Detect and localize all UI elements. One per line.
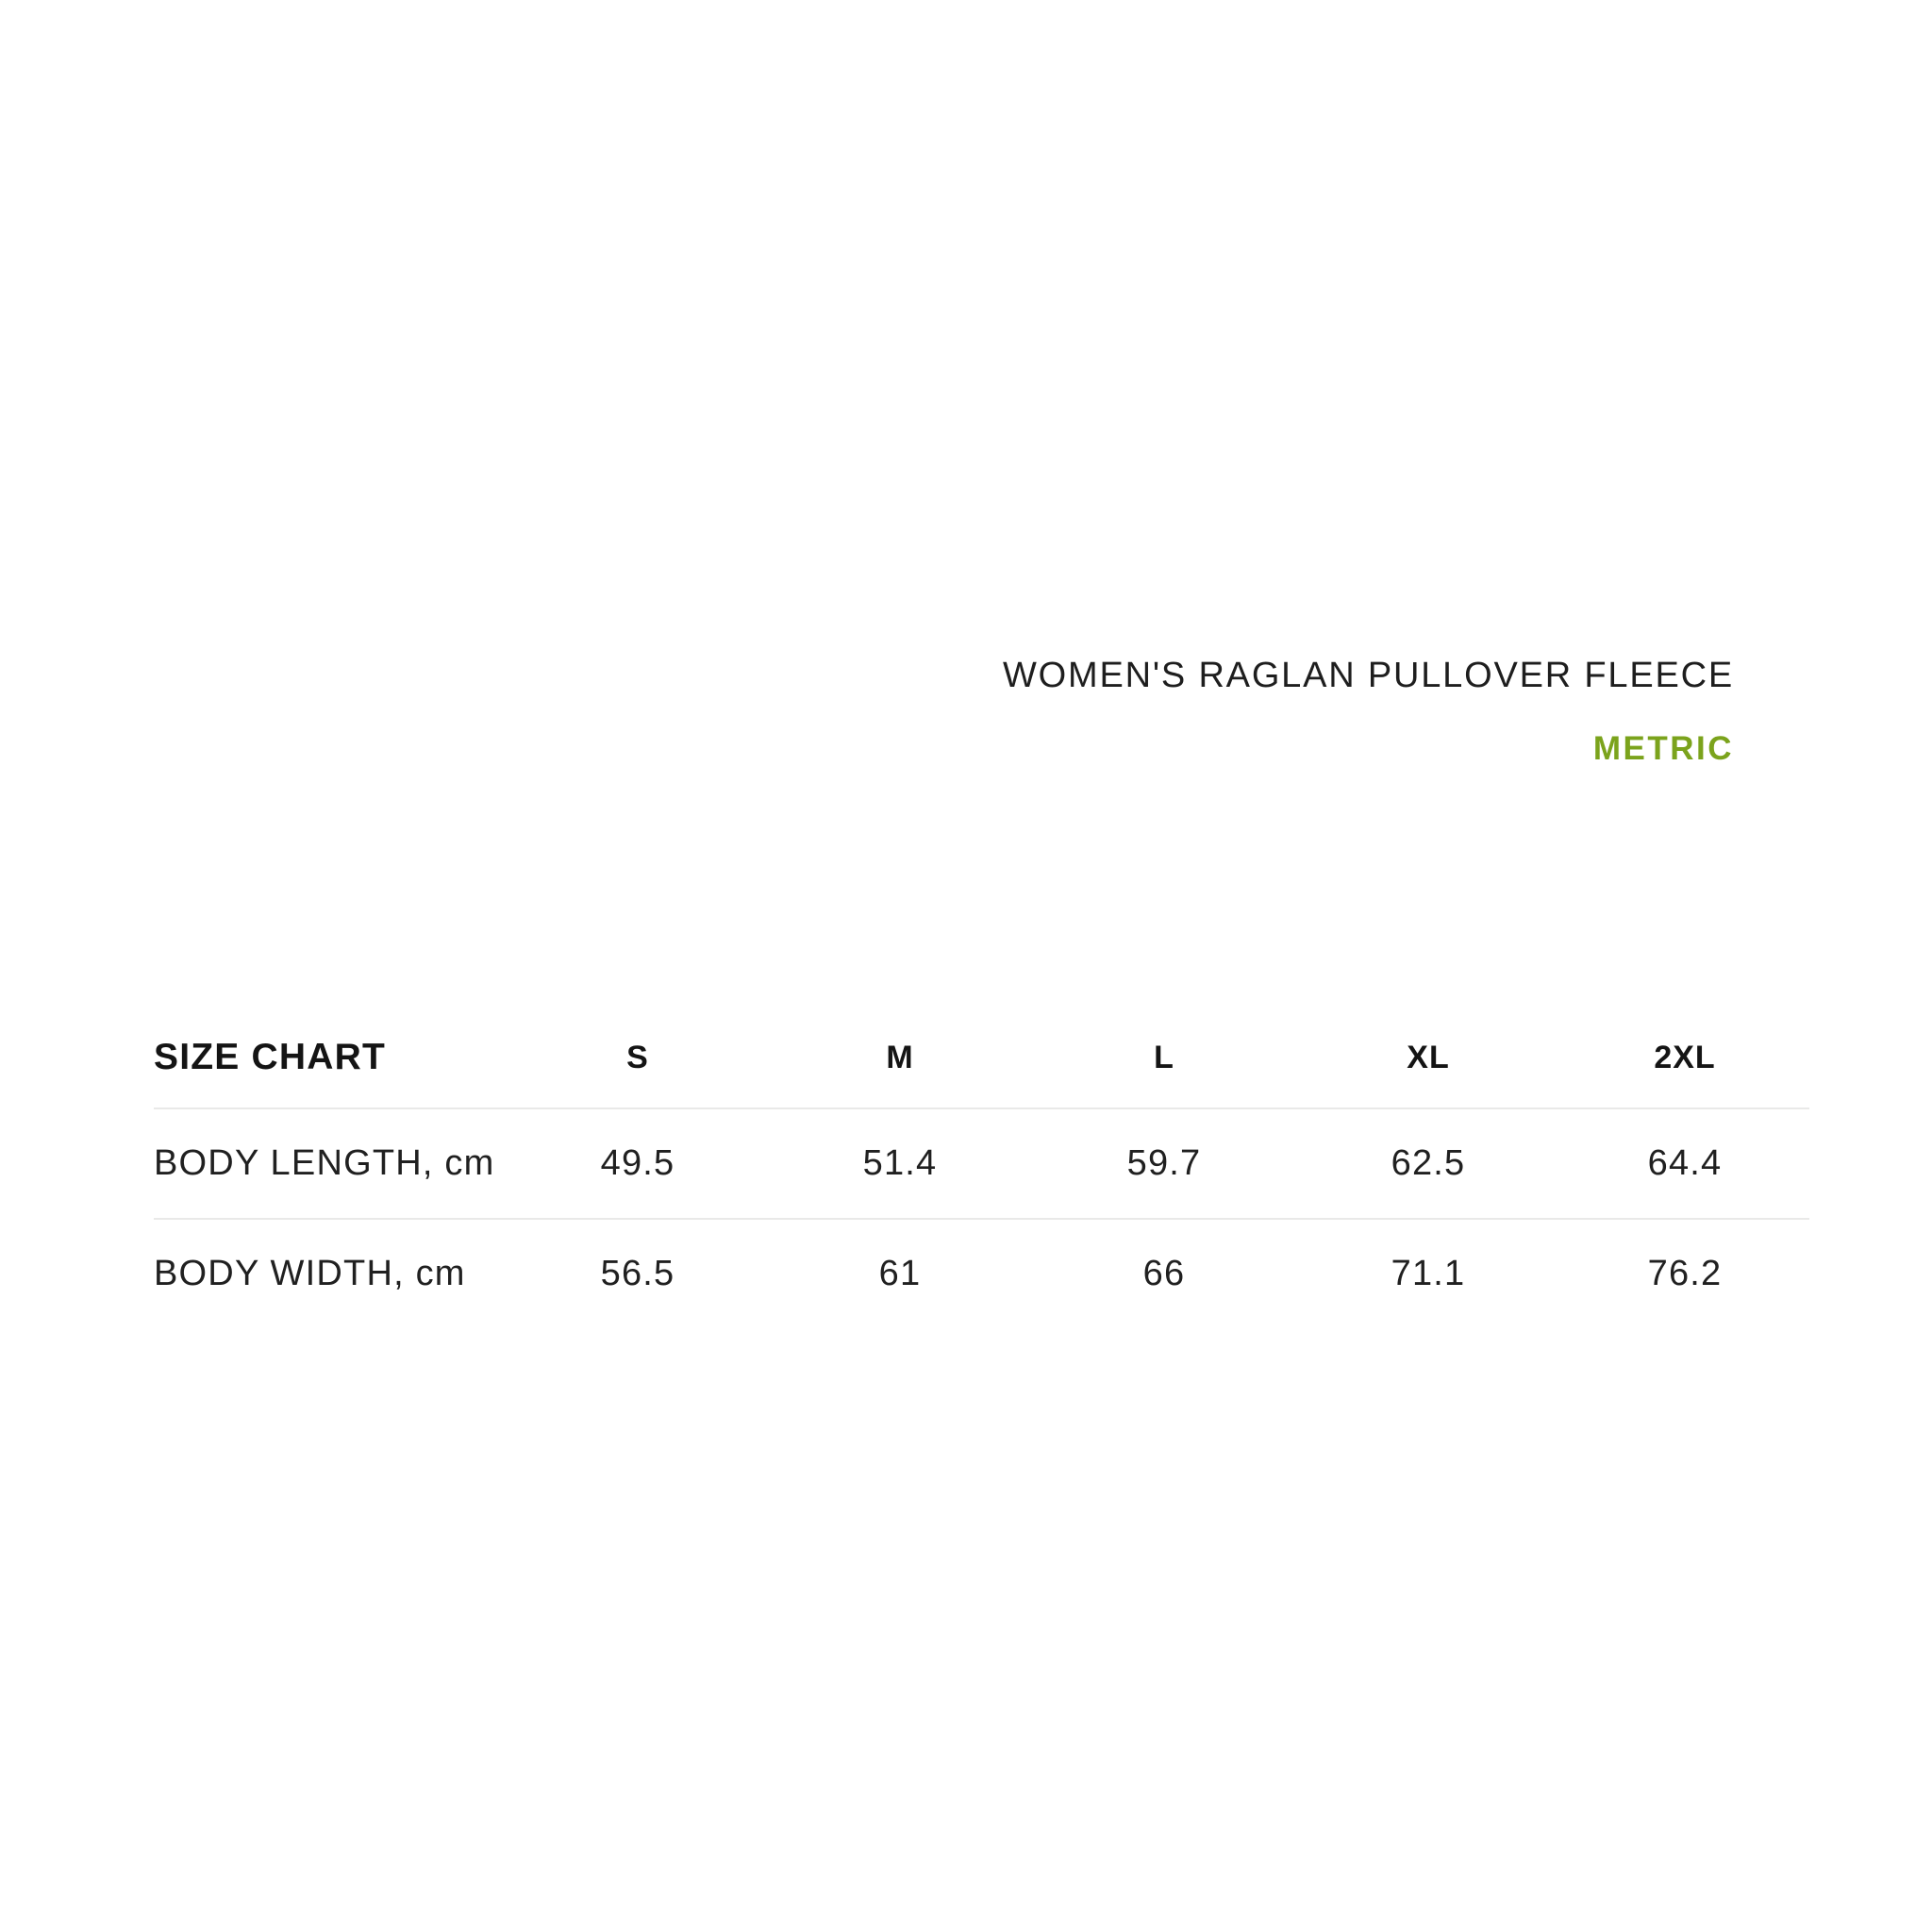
row-label-body-length: BODY LENGTH, cm	[154, 1108, 508, 1220]
size-header-l: L	[1032, 1008, 1296, 1109]
body-length-m: 51.4	[768, 1108, 1032, 1220]
table-row-body-length: BODY LENGTH, cm 49.5 51.4 59.7 62.5 64.4	[154, 1108, 1809, 1220]
product-title: WOMEN'S RAGLAN PULLOVER FLEECE	[1003, 656, 1734, 695]
size-header-s: S	[508, 1008, 768, 1109]
body-length-xl: 62.5	[1296, 1108, 1560, 1220]
body-length-2xl: 64.4	[1560, 1108, 1809, 1220]
body-width-2xl: 76.2	[1647, 1254, 1723, 1293]
body-width-m: 61	[878, 1254, 922, 1293]
size-chart-table: SIZE CHART S M L XL 2XL BODY LENGTH, cm …	[154, 1008, 1809, 1328]
body-width-s: 56.5	[600, 1254, 675, 1293]
body-length-s: 49.5	[508, 1108, 768, 1220]
size-header-m: M	[768, 1008, 1032, 1109]
body-length-l: 59.7	[1032, 1108, 1296, 1220]
size-chart-header-row: SIZE CHART S M L XL 2XL	[154, 1008, 1809, 1109]
row-label-body-width: BODY WIDTH, cm	[154, 1254, 466, 1293]
size-chart-heading: SIZE CHART	[154, 1008, 508, 1109]
size-header-2xl: 2XL	[1560, 1008, 1809, 1109]
body-width-l: 66	[1142, 1254, 1186, 1293]
table-row-body-width: BODY WIDTH, cm 56.5 61 66 71.1 76.2	[154, 1219, 1809, 1328]
body-width-xl: 71.1	[1391, 1254, 1466, 1293]
size-header-xl: XL	[1296, 1008, 1560, 1109]
unit-toggle-metric[interactable]: METRIC	[1592, 730, 1734, 767]
